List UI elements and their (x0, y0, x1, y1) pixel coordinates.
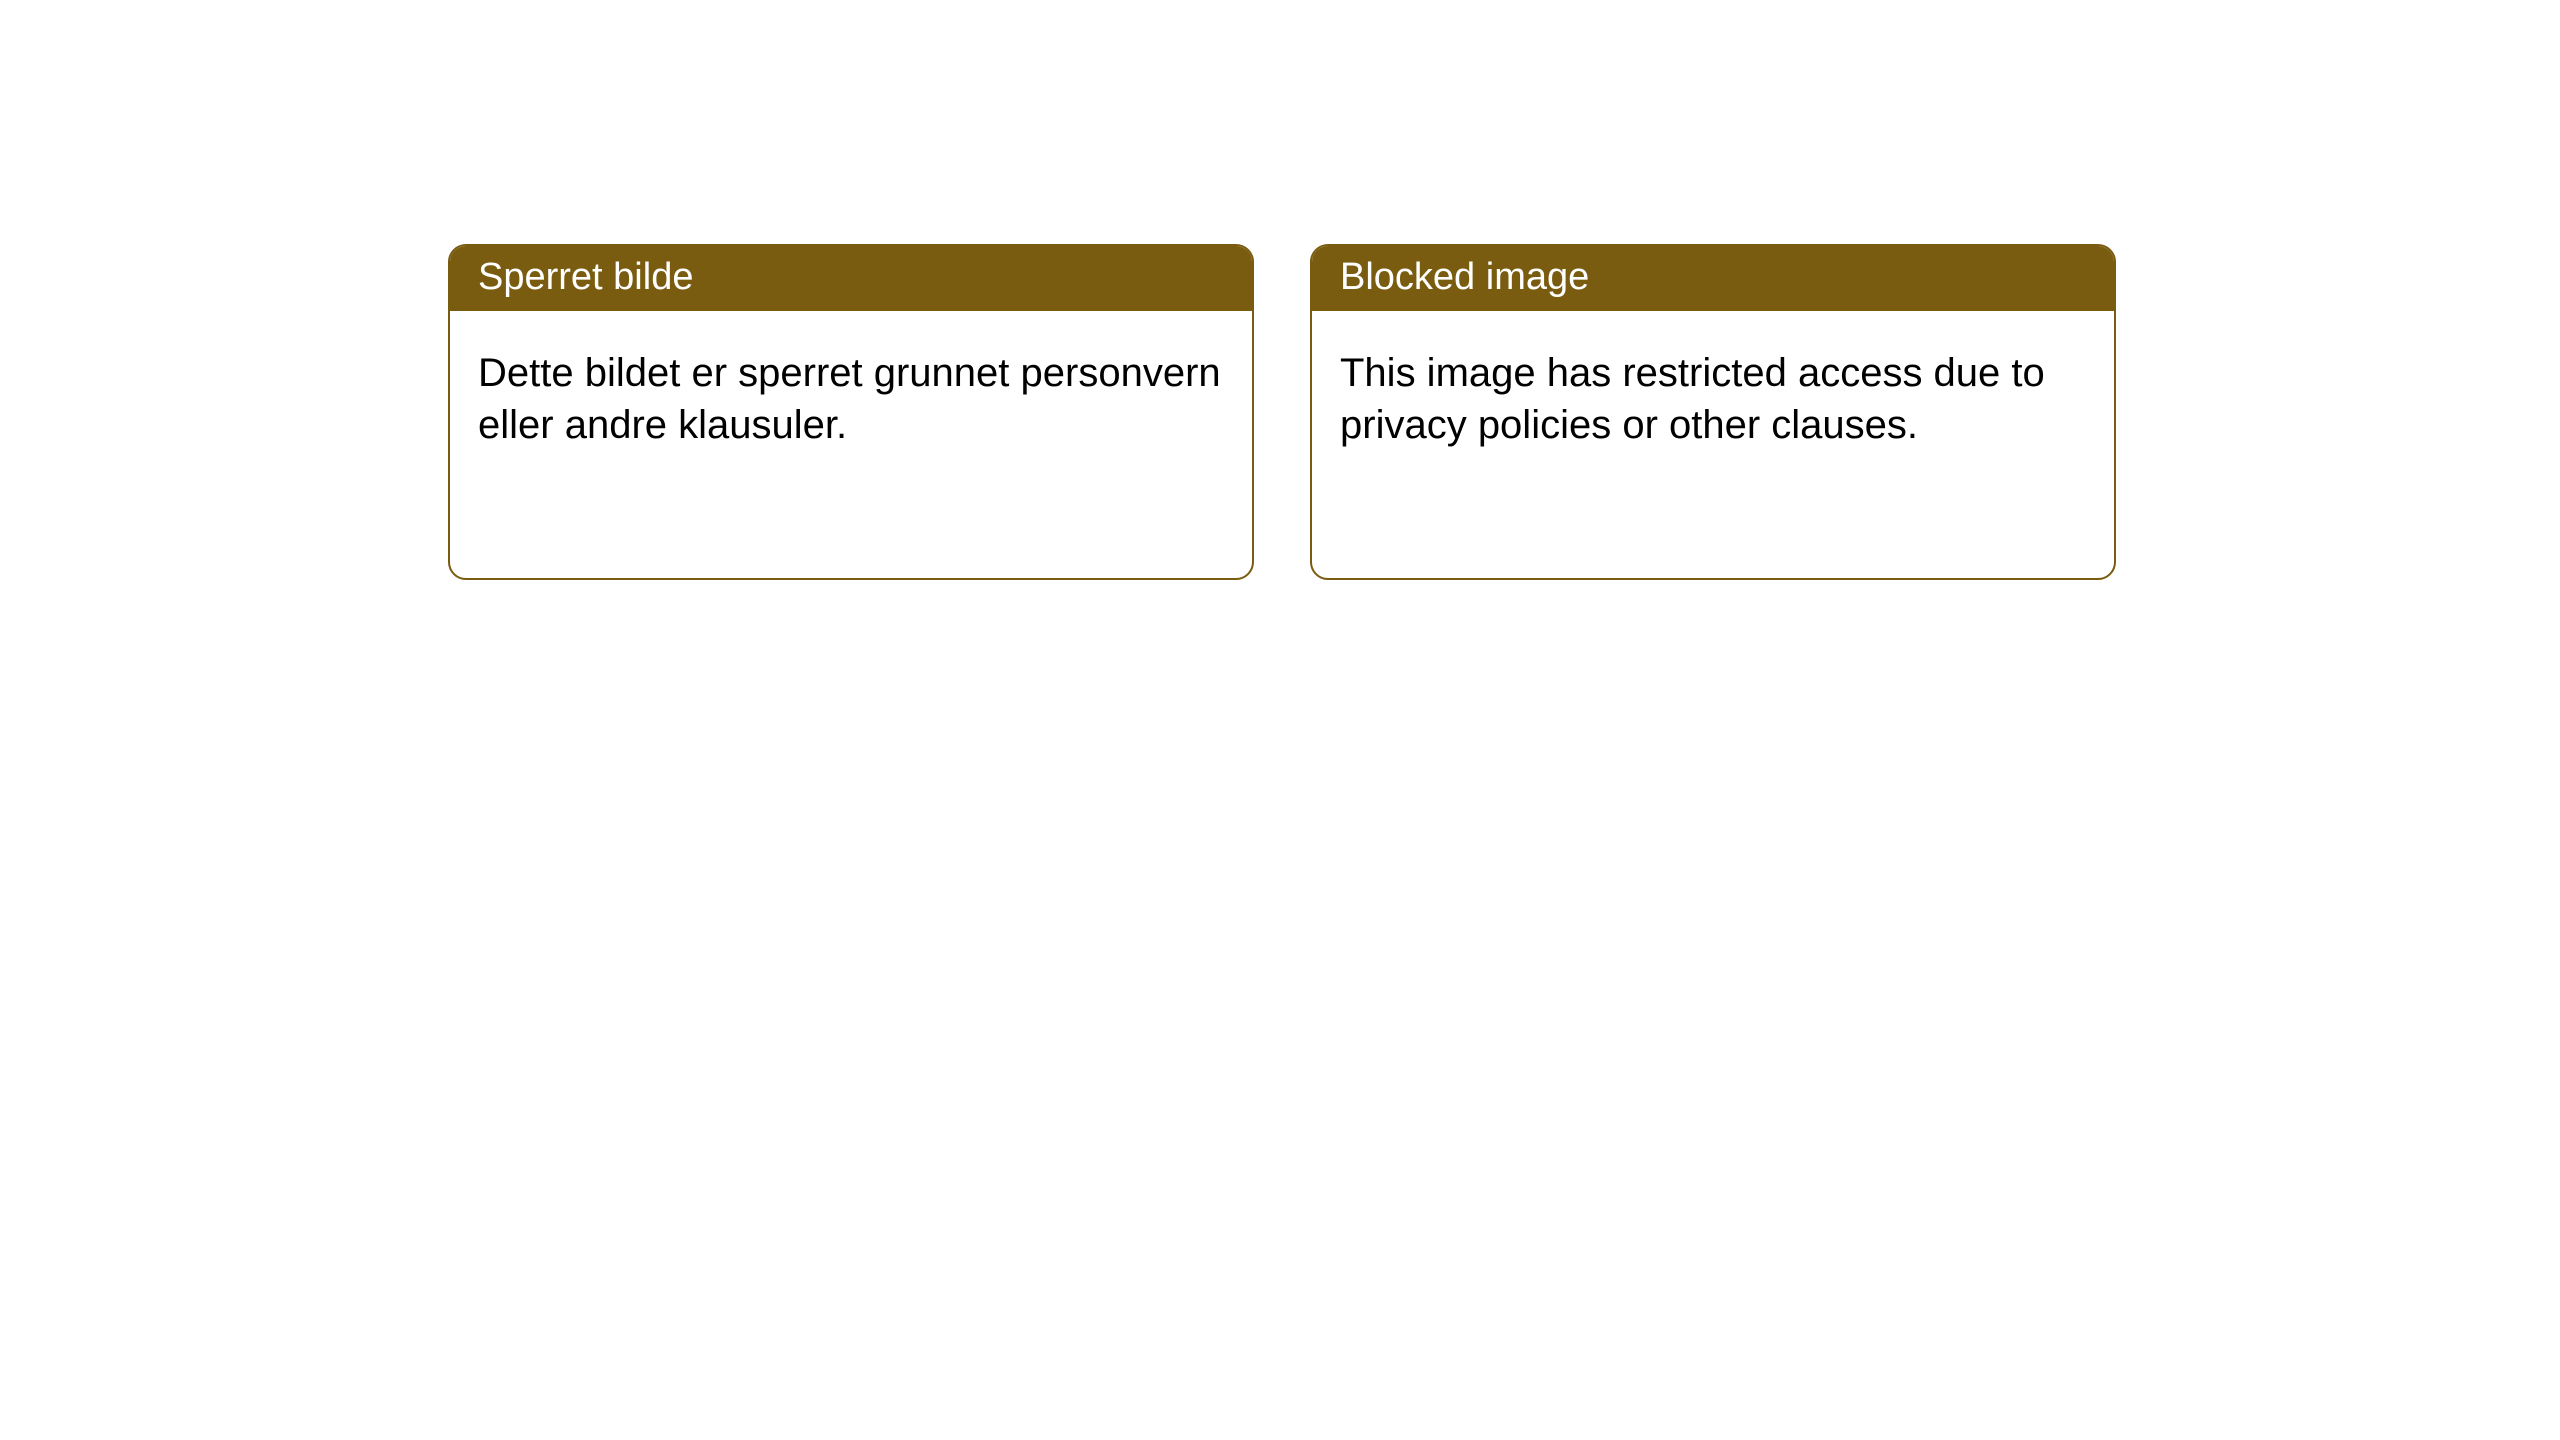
card-body: Dette bildet er sperret grunnet personve… (450, 311, 1252, 487)
card-title: Sperret bilde (478, 256, 693, 298)
card-body-text: This image has restricted access due to … (1340, 351, 2045, 447)
card-body-text: Dette bildet er sperret grunnet personve… (478, 351, 1221, 447)
notice-card-english: Blocked image This image has restricted … (1310, 244, 2116, 580)
card-title: Blocked image (1340, 256, 1589, 298)
notice-card-norwegian: Sperret bilde Dette bildet er sperret gr… (448, 244, 1254, 580)
card-header: Blocked image (1312, 246, 2114, 311)
cards-container: Sperret bilde Dette bildet er sperret gr… (0, 0, 2560, 580)
card-body: This image has restricted access due to … (1312, 311, 2114, 487)
card-header: Sperret bilde (450, 246, 1252, 311)
